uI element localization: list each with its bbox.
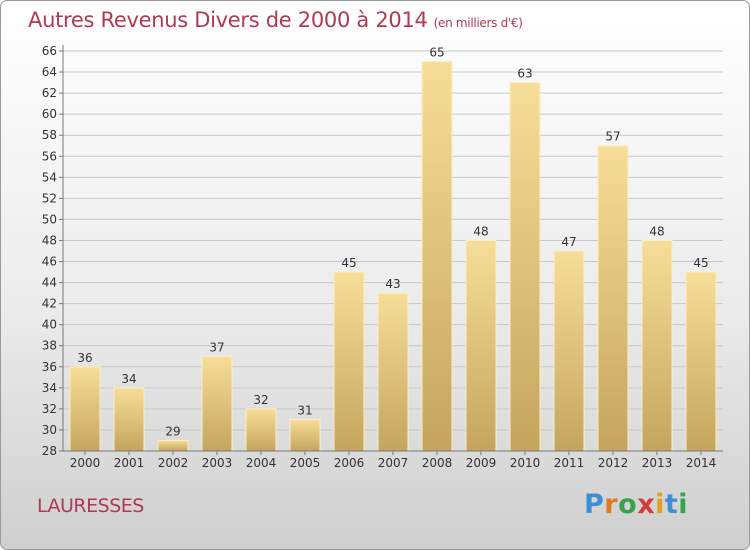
x-tick-label: 2010 [510,456,541,470]
bar-value-label: 48 [473,224,488,238]
y-tick-label: 34 [42,381,57,395]
y-tick-label: 28 [42,444,57,458]
commune-name: LAURESSES [37,495,144,517]
bar [201,355,233,452]
bars [69,61,717,452]
logo-letter: r [604,489,619,520]
bar [509,82,541,452]
bar [377,292,409,452]
bar-value-label: 65 [429,46,444,60]
x-tick-label: 2006 [334,456,365,470]
logo-letter: P [584,489,605,520]
x-tick-label: 2004 [246,456,277,470]
labels: 28 30 32 34 36 38 40 42 44 46 48 50 52 54 56 58 60 62 64 66… [42,44,717,470]
x-tick-label: 2013 [642,456,673,470]
y-tick-label: 30 [42,423,57,437]
y-tick-label: 64 [42,65,57,79]
bar [641,239,673,452]
x-tick-label: 2005 [290,456,321,470]
bar-value-label: 45 [693,256,708,270]
bar [333,271,365,452]
bar-value-label: 48 [649,224,664,238]
bar-value-label: 36 [77,351,92,365]
y-tick-label: 54 [42,170,57,184]
logo-letter: i [655,489,665,520]
bar [421,61,453,452]
bar [289,418,321,452]
y-tick-label: 42 [42,297,57,311]
logo-letter: x [637,489,656,520]
x-tick-label: 2007 [378,456,409,470]
bar [113,387,145,452]
proxiti-logo: Proxiti [584,489,688,520]
bar-value-label: 63 [517,67,532,81]
bar-value-label: 34 [121,372,136,386]
x-tick-label: 2012 [598,456,629,470]
y-tick-label: 46 [42,255,57,269]
y-tick-label: 40 [42,318,57,332]
x-tick-label: 2014 [686,456,717,470]
y-tick-label: 50 [42,212,57,226]
bar [69,366,101,452]
bar [245,408,277,452]
y-tick-label: 60 [42,107,57,121]
y-tick-label: 48 [42,233,57,247]
bar-value-label: 57 [605,130,620,144]
y-tick-label: 38 [42,339,57,353]
bar-value-label: 37 [209,340,224,354]
bar-value-label: 29 [165,424,180,438]
bar-value-label: 47 [561,235,576,249]
x-tick-label: 2011 [554,456,585,470]
y-tick-label: 58 [42,128,57,142]
logo-letter: i [678,489,689,520]
logo-letter: o [618,489,638,520]
y-tick-label: 52 [42,191,57,205]
axes [59,45,723,455]
y-tick-label: 36 [42,360,57,374]
x-tick-label: 2000 [70,456,101,470]
y-tick-label: 66 [42,44,57,58]
chart-title: Autres Revenus Divers de 2000 à 2014 [28,8,428,32]
y-tick-label: 44 [42,276,57,290]
bar-value-label: 32 [253,393,268,407]
y-tick-label: 32 [42,402,57,416]
y-tick-label: 56 [42,149,57,163]
logo-letter: t [664,489,679,520]
bar [157,439,189,452]
x-tick-label: 2002 [158,456,189,470]
chart-subtitle: (en milliers d'€) [433,16,523,30]
x-tick-label: 2003 [202,456,233,470]
bar [685,271,717,452]
bar [465,239,497,452]
x-tick-label: 2008 [422,456,453,470]
bar [597,145,629,452]
bar-value-label: 31 [297,403,312,417]
x-tick-label: 2009 [466,456,497,470]
y-tick-label: 62 [42,86,57,100]
bar-value-label: 43 [385,277,400,291]
x-tick-label: 2001 [114,456,145,470]
chart-title-block: Autres Revenus Divers de 2000 à 2014 (en … [28,8,523,32]
bar-value-label: 45 [341,256,356,270]
bar [553,250,585,452]
